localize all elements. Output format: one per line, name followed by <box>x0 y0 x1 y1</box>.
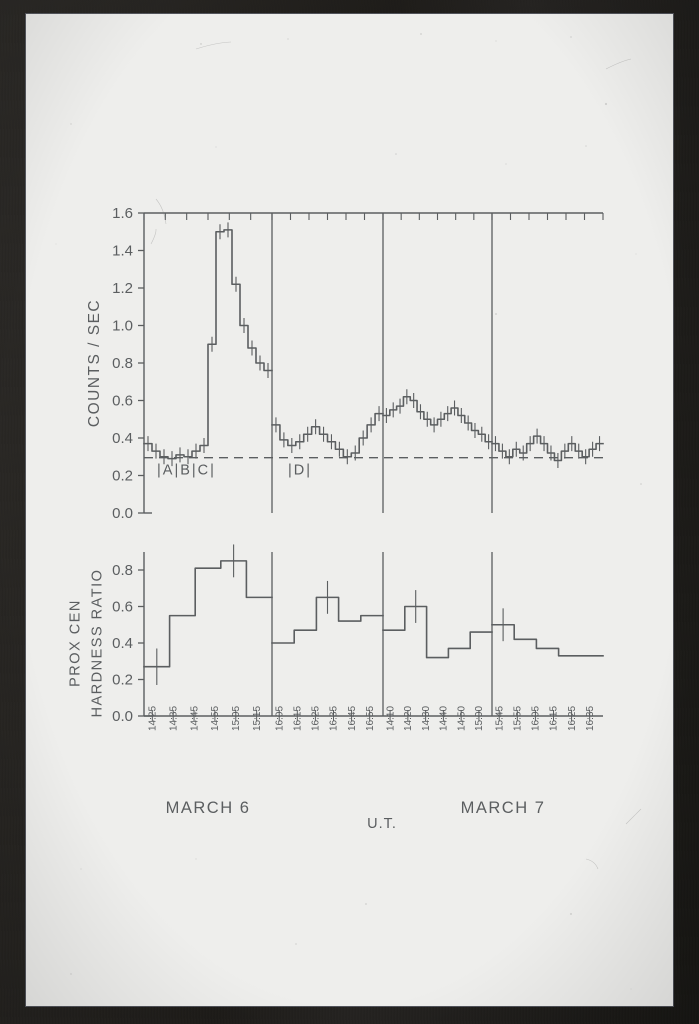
svg-text:16:25: 16:25 <box>567 706 578 731</box>
svg-text:PROX CEN: PROX CEN <box>68 599 84 687</box>
svg-text:0.2: 0.2 <box>112 468 133 485</box>
svg-text:15:55: 15:55 <box>513 706 524 731</box>
svg-text:HARDNESS RATIO: HARDNESS RATIO <box>90 569 106 718</box>
svg-text:14:55: 14:55 <box>210 706 221 731</box>
svg-text:16:35: 16:35 <box>329 706 340 731</box>
svg-text:1.4: 1.4 <box>112 243 133 260</box>
svg-text:0.4: 0.4 <box>112 430 133 447</box>
svg-text:14:35: 14:35 <box>168 706 179 731</box>
svg-text:14:25: 14:25 <box>148 706 159 731</box>
svg-text:16:55: 16:55 <box>365 706 376 731</box>
svg-text:16:45: 16:45 <box>347 706 358 731</box>
svg-text:0.8: 0.8 <box>112 562 133 579</box>
svg-text:0.4: 0.4 <box>112 635 133 652</box>
svg-text:14:50: 14:50 <box>456 706 467 731</box>
svg-text:14:10: 14:10 <box>385 706 396 731</box>
svg-text:16:35: 16:35 <box>585 706 596 731</box>
svg-text:COUNTS / SEC: COUNTS / SEC <box>86 299 103 427</box>
svg-text:16:25: 16:25 <box>311 706 322 731</box>
svg-text:14:30: 14:30 <box>421 706 432 731</box>
svg-text:1.0: 1.0 <box>112 318 133 335</box>
svg-text:0.6: 0.6 <box>112 393 133 410</box>
svg-text:|D|: |D| <box>288 463 312 479</box>
svg-text:16:05: 16:05 <box>531 706 542 731</box>
svg-text:0.2: 0.2 <box>112 672 133 689</box>
svg-text:1.2: 1.2 <box>112 280 133 297</box>
svg-text:14:40: 14:40 <box>439 706 450 731</box>
svg-text:14:45: 14:45 <box>189 706 200 731</box>
svg-text:16:15: 16:15 <box>549 706 560 731</box>
svg-text:U.T.: U.T. <box>367 816 397 832</box>
svg-text:0.8: 0.8 <box>112 355 133 372</box>
svg-text:16:05: 16:05 <box>274 706 285 731</box>
svg-text:16:15: 16:15 <box>293 706 304 731</box>
svg-text:15:05: 15:05 <box>231 706 242 731</box>
svg-text:14:20: 14:20 <box>403 706 414 731</box>
svg-text:|A|B|C|: |A|B|C| <box>157 463 216 479</box>
svg-text:15:45: 15:45 <box>494 706 505 731</box>
svg-text:MARCH 6: MARCH 6 <box>166 799 251 817</box>
svg-text:15:15: 15:15 <box>252 706 263 731</box>
svg-text:15:00: 15:00 <box>474 706 485 731</box>
svg-text:MARCH 7: MARCH 7 <box>461 799 546 817</box>
svg-text:1.6: 1.6 <box>112 205 133 222</box>
svg-text:0.0: 0.0 <box>112 505 133 522</box>
svg-text:0.0: 0.0 <box>112 708 133 725</box>
svg-text:0.6: 0.6 <box>112 599 133 616</box>
